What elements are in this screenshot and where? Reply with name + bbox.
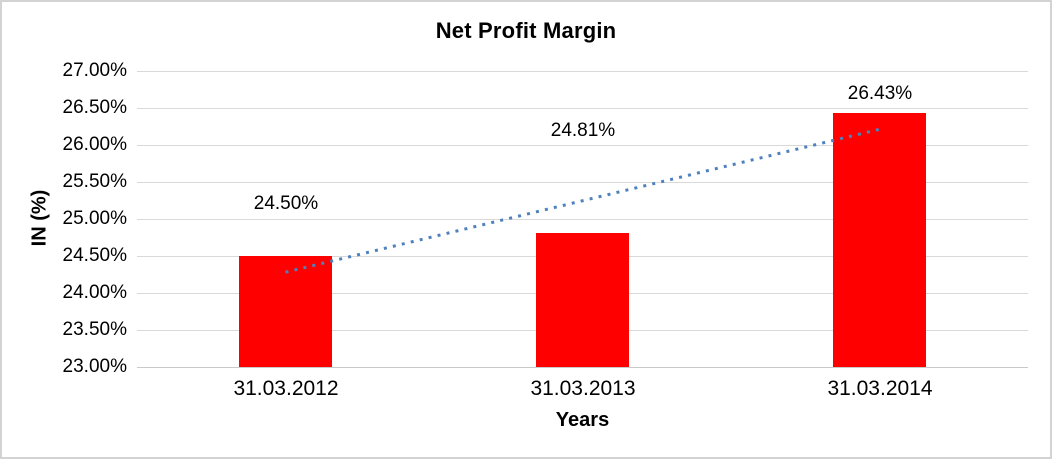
x-axis-title: Years — [555, 409, 610, 431]
y-tick-label: 27.00% — [62, 60, 127, 81]
y-tick-label: 26.50% — [62, 97, 127, 118]
bar-value-label: 24.50% — [253, 193, 319, 214]
gridline — [137, 108, 1028, 109]
y-tick-label: 23.50% — [62, 319, 127, 340]
y-tick-label: 26.00% — [62, 134, 127, 155]
bar-31.03.2013 — [536, 233, 629, 367]
gridline — [137, 71, 1028, 72]
y-tick-label: 23.00% — [62, 356, 127, 377]
x-tick-label: 31.03.2012 — [233, 377, 339, 400]
chart-title: Net Profit Margin — [435, 18, 617, 43]
bar-31.03.2012 — [239, 256, 332, 367]
x-axis-line — [137, 367, 1028, 368]
bar-31.03.2014 — [833, 113, 926, 367]
y-tick-label: 24.00% — [62, 282, 127, 303]
y-tick-label: 24.50% — [62, 245, 127, 266]
x-tick-label: 31.03.2014 — [827, 377, 933, 400]
x-tick-label: 31.03.2013 — [530, 377, 636, 400]
bar-value-label: 24.81% — [550, 120, 616, 141]
bar-value-label: 26.43% — [847, 83, 913, 104]
y-tick-label: 25.00% — [62, 208, 127, 229]
y-tick-label: 25.50% — [62, 171, 127, 192]
